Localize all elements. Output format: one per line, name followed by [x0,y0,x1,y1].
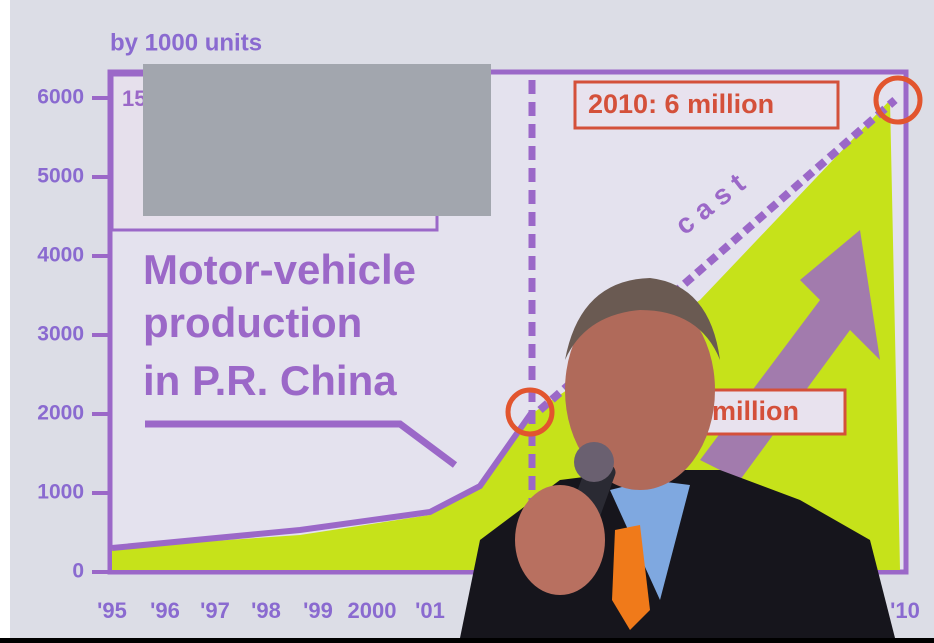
unit-label: by 1000 units [110,29,262,56]
x-tick-label: '10 [890,598,920,623]
x-tick-label: '99 [303,598,333,623]
presenter-hand [515,485,605,595]
x-tick-label: 2000 [348,598,397,623]
y-tick-label: 5000 [37,165,84,188]
x-tick-label: '97 [200,598,230,623]
slide-title: production [143,299,362,346]
y-tick-label: 0 [72,560,84,583]
y-tick-label: 1000 [37,481,84,504]
partial-label: million [712,396,799,426]
photo: 15 by 1000 units 0 1000 2000 3000 4000 5000 60… [0,0,934,638]
x-tick-label: '98 [251,598,281,623]
x-tick-label: '95 [97,598,127,623]
highlight-label: 2010: 6 million [588,89,774,119]
y-tick-label: 4000 [37,244,84,267]
x-tick-label: '96 [150,598,180,623]
y-tick-label: 2000 [37,402,84,425]
slide-title: in P.R. China [143,357,397,404]
slide-title: Motor-vehicle [143,246,416,293]
redaction [143,64,491,216]
page: 15 by 1000 units 0 1000 2000 3000 4000 5000 60… [0,0,934,638]
microphone-head [574,442,614,482]
y-tick-label: 3000 [37,323,84,346]
left-edge [0,0,10,638]
x-tick-label: '01 [415,598,445,623]
corner-text: 15 [122,86,146,111]
y-tick-label: 6000 [37,86,84,109]
